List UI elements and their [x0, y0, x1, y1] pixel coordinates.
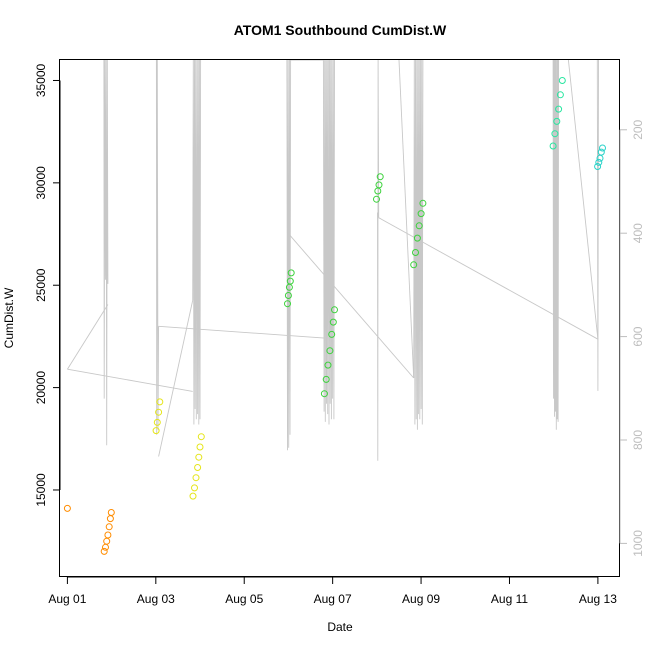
- data-point-series-6-1: [320, 390, 328, 398]
- background-line-17: [567, 59, 599, 340]
- background-line-18: [596, 59, 599, 391]
- data-point-series-3-1: [152, 427, 160, 435]
- data-point-series-4-7: [197, 433, 205, 441]
- y-tick-label-5: 35000: [34, 63, 48, 97]
- data-point-series-2-1: [100, 547, 108, 555]
- data-points: [63, 77, 606, 555]
- data-point-series-8-2: [412, 249, 419, 256]
- data-point-series-6-6: [329, 318, 337, 326]
- data-point-series-4-2: [191, 484, 198, 492]
- background-line-15: [413, 59, 424, 430]
- x-tick-label-6: Aug 11: [491, 592, 528, 606]
- data-point-series-5-4: [286, 277, 294, 285]
- background-line-8: [286, 59, 292, 451]
- data-point-series-8-3: [413, 234, 421, 242]
- data-point-series-9-4: [555, 105, 563, 113]
- x-tick-label-5: Aug 09: [402, 592, 440, 606]
- data-point-series-4-6: [196, 443, 204, 451]
- data-point-series-8-1: [410, 261, 418, 269]
- data-point-series-3-2: [153, 418, 161, 426]
- data-point-series-9-5: [556, 91, 564, 99]
- data-point-series-5-2: [284, 292, 292, 299]
- data-point-series-5-5: [287, 269, 295, 277]
- x-tick-label-3: Aug 05: [225, 592, 263, 606]
- y-tick-label-2: 20000: [34, 371, 48, 405]
- y2-tick-label-2: 400: [631, 223, 645, 243]
- background-line-16: [552, 59, 560, 430]
- data-point-series-5-1: [284, 300, 291, 308]
- data-point-series-10-2: [595, 158, 603, 166]
- data-point-series-7-1: [373, 195, 380, 203]
- chart-title: ATOM1 Southbound CumDist.W: [234, 22, 447, 38]
- background-line-1: [67, 304, 109, 370]
- background-line-3: [67, 368, 193, 392]
- data-point-series-2-5: [105, 523, 113, 531]
- data-point-series-6-2: [322, 375, 330, 383]
- x-tick-label-7: Aug 13: [579, 592, 617, 606]
- data-point-series-9-3: [553, 117, 561, 125]
- y2-tick-label-1: 200: [631, 119, 645, 139]
- x-tick-label-1: Aug 01: [48, 592, 86, 606]
- secondary-y-axis: 200 400 600 800 1000: [619, 119, 645, 557]
- y2-tick-label-4: 800: [631, 430, 645, 450]
- data-point-series-9-6: [558, 77, 566, 84]
- data-point-series-2-4: [104, 531, 112, 539]
- data-point-series-7-4: [376, 173, 384, 181]
- data-point-series-4-5: [195, 453, 203, 461]
- background-line-11: [322, 59, 335, 425]
- background-line-12: [377, 59, 380, 461]
- data-point-series-4-1: [189, 492, 197, 500]
- data-point-series-8-6: [419, 199, 427, 207]
- data-point-series-10-4: [597, 148, 605, 156]
- y-tick-label-1: 15000: [34, 473, 48, 507]
- x-axis: Aug 01 Aug 03 Aug 05 Aug 07 Aug 09 Aug 11 Aug …: [48, 576, 617, 606]
- background-line-2: [103, 59, 109, 446]
- data-point-series-6-5: [328, 330, 336, 338]
- background-line-9: [289, 234, 415, 379]
- data-point-series-10-5: [599, 144, 606, 152]
- x-axis-label: Date: [327, 620, 353, 634]
- x-tick-label-2: Aug 03: [137, 592, 175, 606]
- data-point-series-7-3: [375, 181, 383, 189]
- data-point-series-2-7: [107, 509, 115, 516]
- data-point-series-6-4: [326, 347, 334, 355]
- data-point-series-3-3: [155, 408, 163, 416]
- y-axis-label: CumDist.W: [2, 287, 16, 348]
- background-line-14: [398, 59, 415, 379]
- data-point-series-10-1: [594, 163, 602, 170]
- data-point-series-3-4: [156, 398, 164, 406]
- y-tick-label-3: 25000: [34, 268, 48, 302]
- x-tick-label-4: Aug 07: [314, 592, 352, 606]
- data-point-series-8-4: [415, 222, 423, 230]
- data-point-series-6-7: [331, 306, 338, 314]
- background-line-5: [158, 300, 194, 457]
- data-point-series-4-3: [192, 474, 200, 482]
- background-line-6: [192, 59, 202, 425]
- data-point-series-8-5: [417, 210, 425, 218]
- background-line-7: [158, 325, 325, 339]
- y2-tick-label-5: 1000: [631, 530, 645, 557]
- y2-tick-label-3: 600: [631, 326, 645, 346]
- data-point-series-9-2: [551, 130, 559, 138]
- data-point-series-9-1: [549, 142, 557, 150]
- y-axis: 15000 20000 25000 30000 35000: [34, 63, 61, 507]
- data-point-series-6-3: [324, 361, 332, 369]
- data-point-series-4-4: [194, 464, 202, 471]
- y-tick-label-4: 30000: [34, 166, 48, 200]
- data-point-series-1-1: [63, 504, 71, 512]
